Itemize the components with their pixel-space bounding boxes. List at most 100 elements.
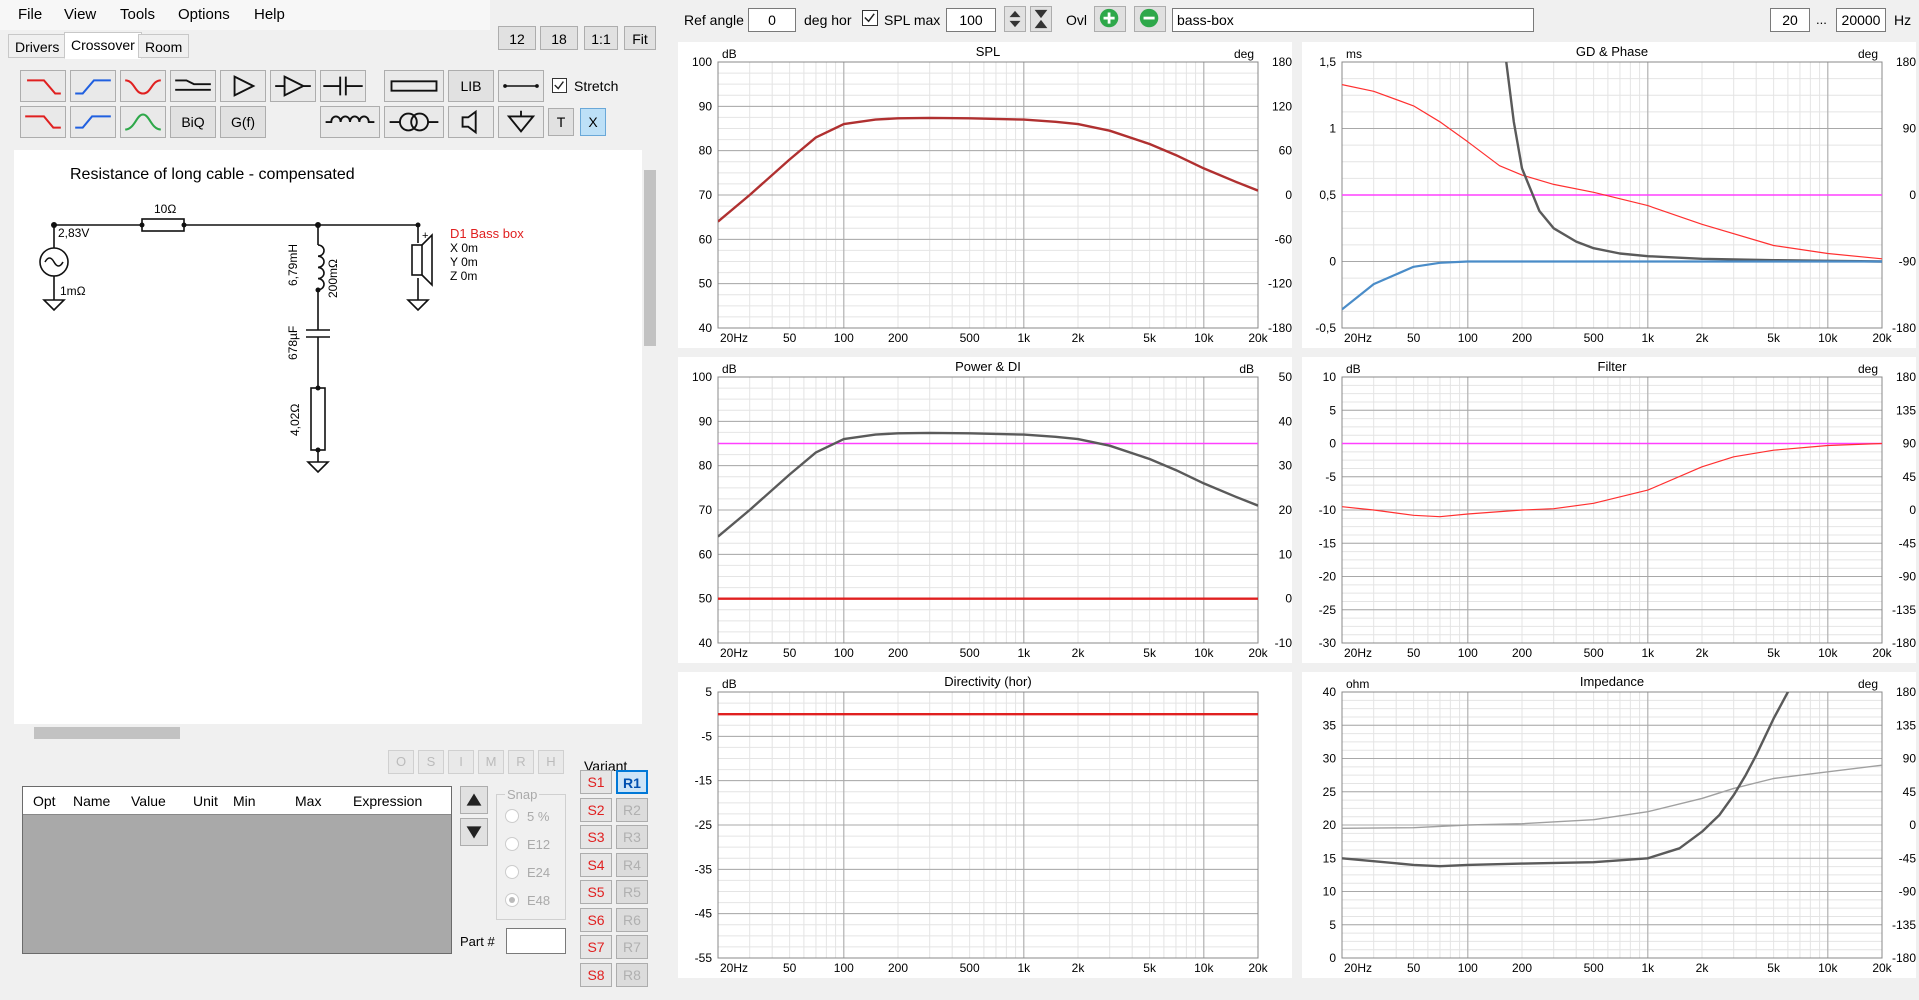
tab-crossover[interactable]: Crossover	[64, 32, 142, 59]
stretch-checkbox[interactable]	[552, 78, 567, 93]
x-tick-label: 500	[1584, 646, 1604, 660]
amplifier-icon	[233, 75, 256, 97]
y2-tick-label: -90	[1899, 885, 1916, 899]
menu-help[interactable]: Help	[254, 6, 285, 23]
text-tool-button[interactable]: T	[548, 108, 574, 136]
snap-e24-radio[interactable]	[505, 865, 519, 879]
variant-r3-button[interactable]: R3	[616, 825, 648, 849]
shelf-tool-button[interactable]	[170, 70, 216, 102]
variant-r1-button[interactable]: R1	[616, 770, 648, 794]
spl-max-auto-button[interactable]	[1030, 6, 1052, 32]
wire-tool-button[interactable]	[498, 70, 544, 102]
variant-r7-button[interactable]: R7	[616, 935, 648, 959]
inductor-tool-button[interactable]	[320, 106, 380, 138]
menu-view[interactable]: View	[64, 6, 97, 23]
notch-tool-button[interactable]	[120, 70, 166, 102]
biquad-button[interactable]: BiQ	[170, 106, 216, 138]
variant-s1-button[interactable]: S1	[580, 770, 612, 794]
bandpass-tool-button[interactable]	[120, 106, 166, 138]
resistor-tool-button[interactable]	[384, 70, 444, 102]
variant-r4-button[interactable]: R4	[616, 852, 648, 877]
freq-to-input[interactable]: 20000	[1836, 8, 1886, 32]
ref-angle-input[interactable]: 0	[748, 8, 796, 32]
zoom-fit-button[interactable]: Fit	[624, 26, 656, 50]
highpass-tool-button[interactable]	[70, 70, 116, 102]
chart-imp[interactable]: Impedance ohm deg 40 35 30 25 20 15 10 5 0 180 135 90 4…	[1302, 672, 1916, 978]
menu-options[interactable]: Options	[178, 6, 230, 23]
tab-room[interactable]: Room	[138, 34, 190, 58]
schematic-canvas[interactable]: Resistance of long cable - compensated	[14, 150, 642, 724]
highpass2-tool-button[interactable]	[70, 106, 116, 138]
freq-from-input[interactable]: 20	[1770, 8, 1810, 32]
lowpass2-tool-button[interactable]	[20, 106, 66, 138]
variant-s6-button[interactable]: S6	[580, 907, 612, 932]
y2-tick-label: 20	[1279, 503, 1292, 517]
chart-filter[interactable]: Filter dB deg 10 5 0 -5 -10 -15 -20 -25 -30 180 135 90…	[1302, 357, 1916, 663]
opt-s-button[interactable]: S	[418, 750, 444, 774]
y2-tick-label: -10	[1275, 636, 1292, 650]
variant-s7-button[interactable]: S7	[580, 935, 612, 959]
snap-e12-radio[interactable]	[505, 837, 519, 851]
variant-s3-button[interactable]: S3	[580, 825, 612, 849]
chart-spl[interactable]: SPL dB deg 100 90 80 70 60 50 40 180 120 60 0 -60 -120 -…	[678, 42, 1292, 348]
opamp-tool-button[interactable]	[270, 70, 316, 102]
spl-max-checkbox[interactable]	[862, 10, 878, 26]
driver-name-label[interactable]: D1 Bass box	[450, 226, 524, 241]
move-down-button[interactable]	[460, 818, 488, 846]
vscroll-thumb[interactable]	[644, 170, 656, 346]
menu-file[interactable]: File	[18, 6, 43, 23]
variant-r2-button[interactable]: R2	[616, 797, 648, 822]
schematic-vscrollbar[interactable]	[642, 150, 658, 724]
y-tick-label: 90	[699, 99, 713, 113]
menu-tools[interactable]: Tools	[120, 6, 156, 23]
snap-e48-radio[interactable]	[505, 893, 519, 907]
inductor-icon	[325, 115, 375, 123]
ground-tool-button[interactable]	[498, 106, 544, 138]
variant-r8-button[interactable]: R8	[616, 962, 648, 987]
amplifier-tool-button[interactable]	[220, 70, 266, 102]
part-number-input[interactable]	[506, 928, 566, 954]
overlay-remove-button[interactable]	[1134, 6, 1166, 32]
right-unit-label: deg	[1858, 677, 1878, 691]
variant-s4-button[interactable]: S4	[580, 852, 612, 877]
x-tick-label: 5k	[1143, 646, 1157, 660]
driver-z-label: Z 0m	[450, 269, 478, 283]
opt-o-button[interactable]: O	[388, 750, 414, 774]
parameters-table[interactable]: Opt Name Value Unit Min Max Expression	[22, 786, 452, 954]
delete-tool-button[interactable]: X	[580, 108, 606, 136]
capacitor-tool-button[interactable]	[320, 70, 366, 102]
zoom-1to1-button[interactable]: 1:1	[584, 26, 618, 50]
chart-gd[interactable]: GD & Phase ms deg 1,5 1 0,5 0 -0,5 180 90 0 -90 -180…	[1302, 42, 1916, 348]
tab-drivers[interactable]: Drivers	[8, 34, 67, 58]
opt-i-button[interactable]: I	[448, 750, 474, 774]
snap-5pct-radio[interactable]	[505, 809, 519, 823]
opt-h-button[interactable]: H	[538, 750, 564, 774]
variant-s2-button[interactable]: S2	[580, 797, 612, 822]
hscroll-thumb[interactable]	[34, 727, 180, 739]
overlay-name-input[interactable]: bass-box	[1172, 8, 1534, 32]
spl-max-spinner[interactable]	[1004, 6, 1026, 32]
chart-power[interactable]: Power & DI dB dB 100 90 80 70 60 50 40 50 40 30 20 10 0…	[678, 357, 1292, 663]
y-tick-label: 60	[699, 547, 713, 561]
y-tick-label: -0,5	[1315, 321, 1336, 335]
lowpass-tool-button[interactable]	[20, 70, 66, 102]
schematic-hscrollbar[interactable]	[14, 724, 642, 742]
left-unit-label: ohm	[1346, 677, 1369, 691]
zoom-18-button[interactable]: 18	[540, 26, 578, 50]
variant-r5-button[interactable]: R5	[616, 880, 648, 904]
variant-s5-button[interactable]: S5	[580, 880, 612, 904]
variant-r6-button[interactable]: R6	[616, 907, 648, 932]
move-up-button[interactable]	[460, 786, 488, 814]
spl-max-input[interactable]: 100	[946, 8, 996, 32]
overlay-add-button[interactable]	[1094, 6, 1126, 32]
speaker-tool-button[interactable]	[448, 106, 494, 138]
chart-dir[interactable]: Directivity (hor) dB 5 -5 -15 -25 -35 -45 -55 20H…	[678, 672, 1292, 978]
transformer-tool-button[interactable]	[384, 106, 444, 138]
capacitor-value-label: 678µF	[286, 325, 300, 360]
variant-s8-button[interactable]: S8	[580, 962, 612, 987]
zoom-12-button[interactable]: 12	[498, 26, 536, 50]
library-button[interactable]: LIB	[448, 70, 494, 102]
transfer-function-button[interactable]: G(f)	[220, 106, 266, 138]
opt-m-button[interactable]: M	[478, 750, 504, 774]
opt-r-button[interactable]: R	[508, 750, 534, 774]
